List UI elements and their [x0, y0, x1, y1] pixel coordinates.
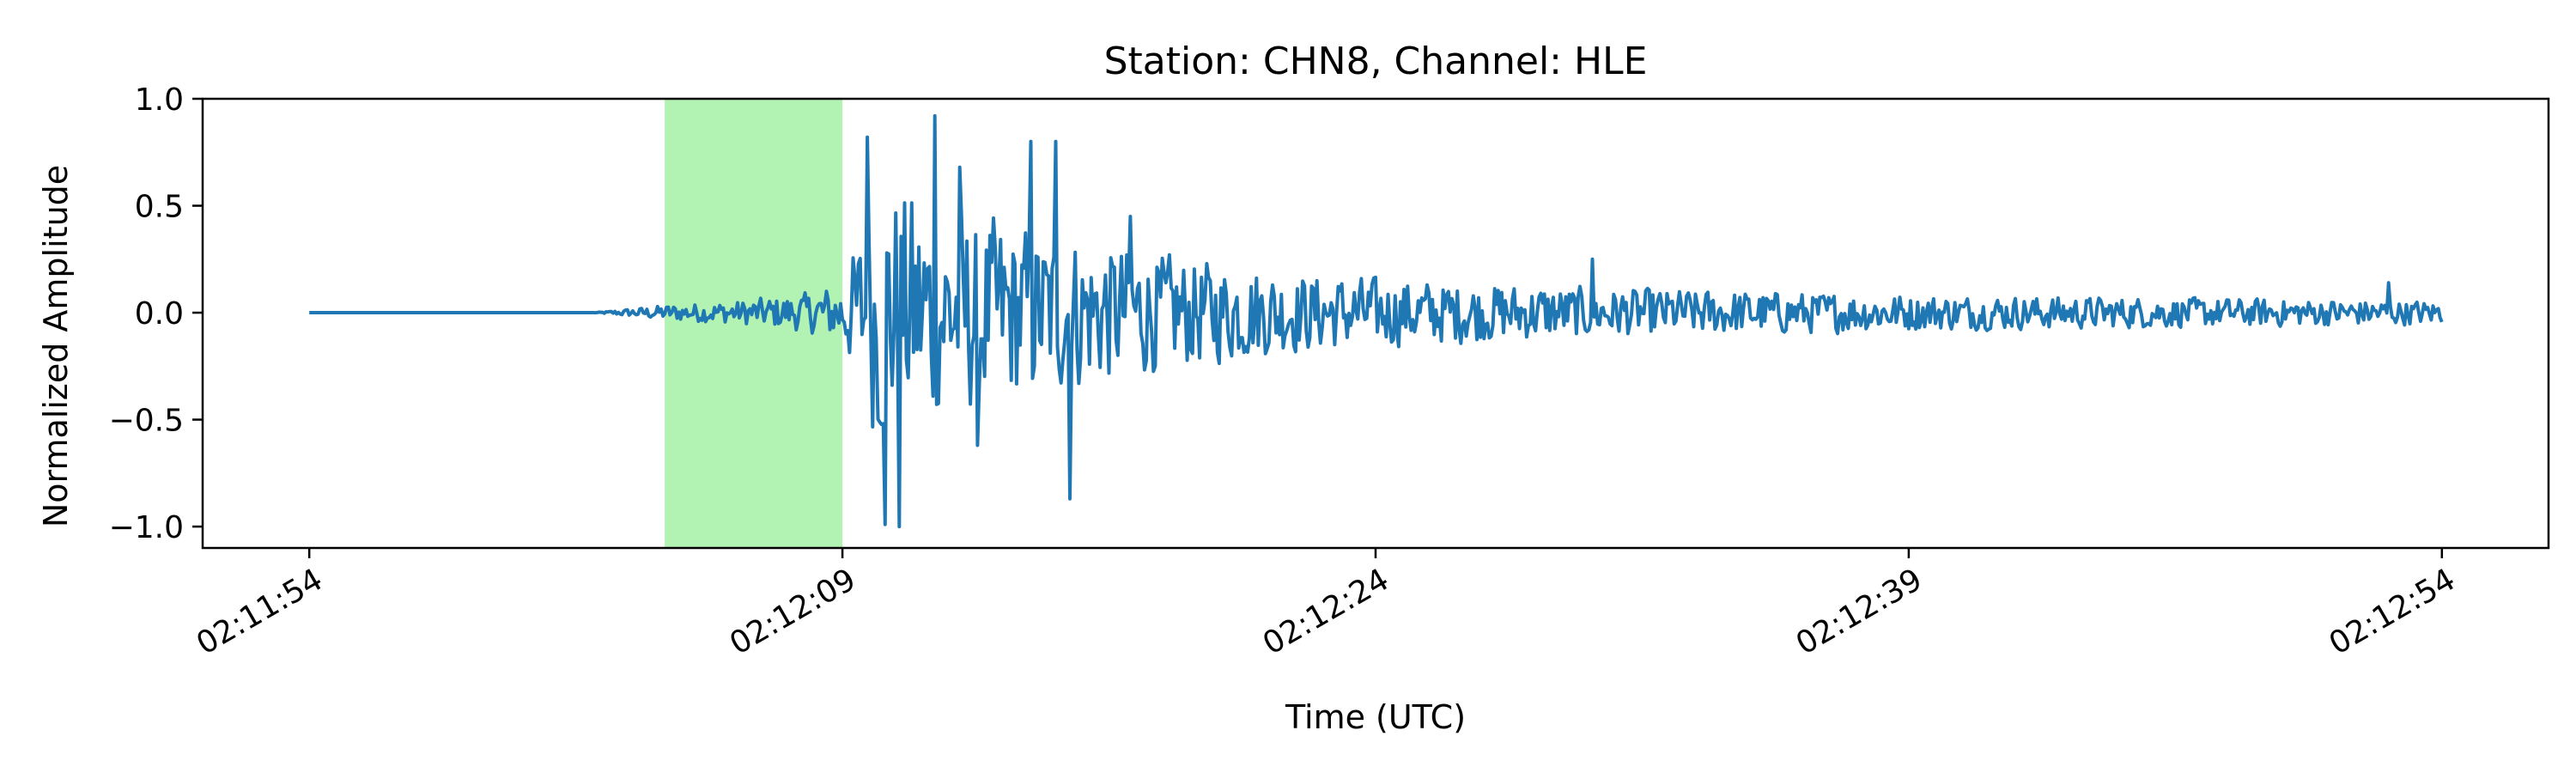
y-tick-label: 0.0: [135, 296, 184, 332]
y-tick-label: −0.5: [109, 404, 184, 439]
x-tick-label: 02:11:54: [191, 562, 329, 661]
x-tick-label: 02:12:39: [1790, 562, 1929, 661]
x-ticks: 02:11:54 02:12:09 02:12:24 02:12:39 02:12:54: [191, 548, 2461, 662]
waveform-trace: [309, 113, 2444, 529]
y-tick-label: 0.5: [135, 190, 184, 225]
y-tick-label: 1.0: [135, 82, 184, 118]
x-tick-label: 02:12:24: [1257, 562, 1395, 661]
x-tick-label: 02:12:09: [724, 562, 862, 661]
x-tick-label: 02:12:54: [2324, 562, 2462, 661]
chart-title: Station: CHN8, Channel: HLE: [1104, 40, 1648, 83]
y-axis-label: Normalized Amplitude: [37, 165, 75, 527]
y-tick-label: −1.0: [109, 510, 184, 545]
trace-layer: [309, 113, 2444, 529]
x-axis-label: Time (UTC): [1285, 698, 1466, 736]
y-ticks: 1.0 0.5 0.0 −0.5 −1.0: [109, 82, 203, 545]
